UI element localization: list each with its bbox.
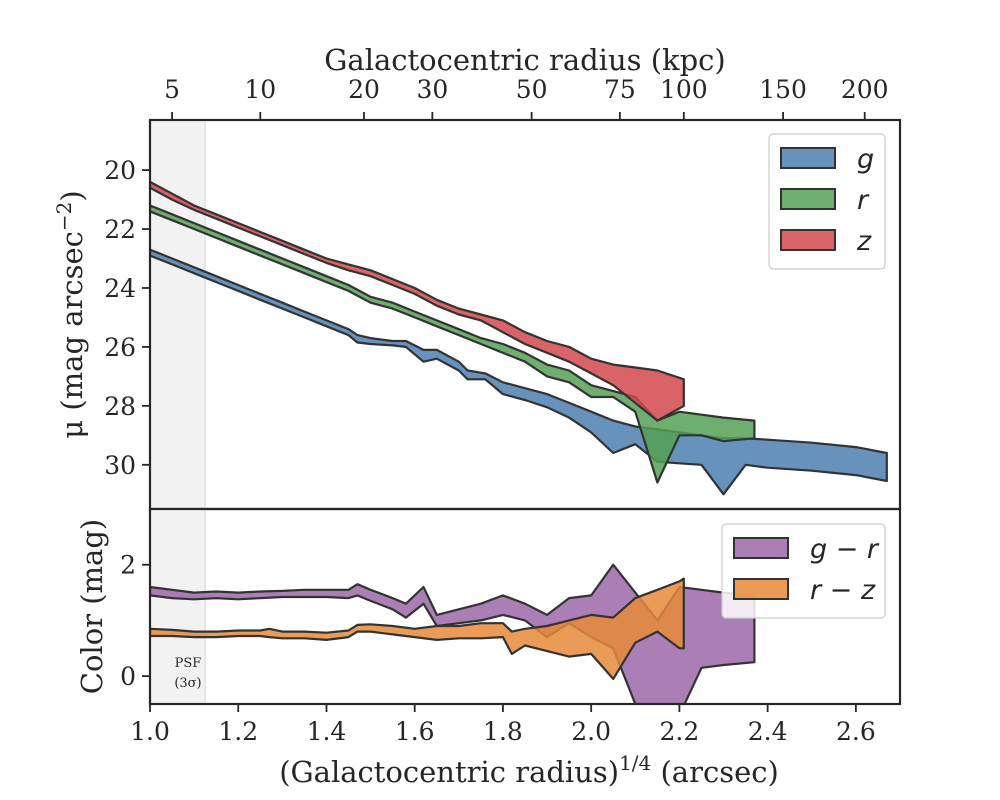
xtick-label-2.0: 2.0 (571, 717, 611, 746)
ytick-label-top-30: 30 (104, 451, 136, 480)
legend-top: grz (768, 133, 886, 270)
top-axis-label-30: 30 (416, 75, 448, 104)
top-axis-label-50: 50 (516, 75, 548, 104)
legend-bottom: g − r r − z (721, 523, 886, 619)
xtick-label-2.6: 2.6 (836, 717, 876, 746)
psf-region-top (149, 119, 206, 510)
ytick-label-bottom-2: 2 (120, 551, 136, 580)
top-axis-title: Galactocentric radius (kpc) (324, 43, 725, 77)
legend-swatch-0 (780, 147, 836, 169)
psf-label: PSF (175, 656, 202, 671)
legend-label-0: g (857, 144, 874, 175)
xtick-label-1.4: 1.4 (307, 717, 347, 746)
legend-label-1: r − z (810, 575, 876, 606)
xtick-label-1.8: 1.8 (483, 717, 523, 746)
legend-swatch-0 (733, 537, 789, 559)
legend-label-0: g − r (810, 534, 880, 565)
ytick-label-bottom-0: 0 (120, 662, 136, 691)
bottom-frame (148, 507, 902, 706)
psf-region-bottom (149, 508, 206, 705)
top-bands (150, 180, 888, 496)
legend-label-1: r (857, 185, 870, 216)
top-axis-label-200: 200 (841, 75, 889, 104)
xtick-label-1.0: 1.0 (130, 717, 170, 746)
band-rz (150, 577, 685, 680)
bottom-bands (150, 563, 756, 704)
psf-label-sigma: (3σ) (174, 676, 201, 691)
legend-swatch-2 (780, 229, 836, 251)
ytick-label-top-28: 28 (104, 392, 136, 421)
top-axis-label-75: 75 (604, 75, 636, 104)
bottom-y-axis-title: Color (mag) (75, 519, 109, 694)
surface-brightness-panel: 20 22 24 26 28 30 5 10 20 30 50 75 100 150 200 Galactoc… (52, 43, 902, 511)
xtick-label-1.6: 1.6 (395, 717, 435, 746)
band-g (150, 248, 888, 496)
top-axis-label-10: 10 (244, 75, 276, 104)
ytick-label-top-22: 22 (104, 215, 136, 244)
legend-swatch-1 (733, 578, 789, 600)
top-axis-label-100: 100 (660, 75, 708, 104)
top-axis-label-20: 20 (348, 75, 380, 104)
ytick-label-top-24: 24 (104, 274, 136, 303)
legend-label-2: z (856, 226, 872, 257)
band-gr (150, 563, 756, 704)
band-z (150, 180, 685, 422)
xtick-label-1.2: 1.2 (218, 717, 258, 746)
band-r (150, 204, 756, 484)
ytick-label-top-20: 20 (104, 156, 136, 185)
bottom-x-axis-title: (Galactocentric radius)1/4 (arcsec) (279, 751, 779, 789)
top-axis-label-150: 150 (759, 75, 807, 104)
legend-swatch-1 (780, 188, 836, 210)
color-panel: 0 2 Color (mag) 1.0 1.2 1.4 1.6 1.8 2.0 2.2 2.4 2.6… (75, 507, 902, 789)
xtick-label-2.4: 2.4 (748, 717, 788, 746)
top-axis-label-5: 5 (164, 75, 180, 104)
ytick-label-top-26: 26 (104, 333, 136, 362)
xtick-label-2.2: 2.2 (660, 717, 700, 746)
top-y-axis-title: μ (mag arcsec−2) (52, 190, 89, 438)
